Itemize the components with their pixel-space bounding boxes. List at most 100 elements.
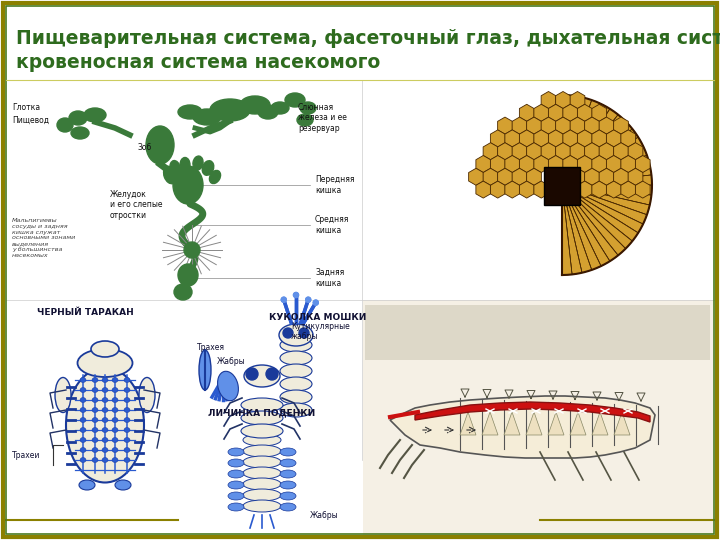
Ellipse shape — [174, 284, 192, 300]
Polygon shape — [541, 117, 556, 134]
Polygon shape — [572, 194, 632, 248]
Polygon shape — [490, 181, 505, 198]
Ellipse shape — [243, 500, 281, 512]
Polygon shape — [498, 143, 513, 160]
Ellipse shape — [92, 417, 98, 422]
Polygon shape — [570, 109, 618, 174]
Polygon shape — [519, 104, 534, 122]
Ellipse shape — [102, 408, 108, 413]
Ellipse shape — [280, 351, 312, 365]
Ellipse shape — [271, 102, 289, 114]
Polygon shape — [575, 146, 647, 180]
Polygon shape — [549, 104, 563, 122]
Polygon shape — [512, 168, 527, 185]
Ellipse shape — [280, 481, 296, 489]
Ellipse shape — [243, 434, 281, 446]
Polygon shape — [568, 197, 610, 266]
Ellipse shape — [280, 403, 312, 417]
Ellipse shape — [112, 397, 118, 402]
Ellipse shape — [57, 118, 73, 132]
Circle shape — [184, 242, 200, 258]
Ellipse shape — [80, 448, 86, 453]
Ellipse shape — [193, 109, 221, 125]
Bar — [365, 305, 710, 360]
Ellipse shape — [228, 492, 244, 500]
Ellipse shape — [280, 377, 312, 391]
Ellipse shape — [178, 264, 198, 286]
Text: Трахея: Трахея — [197, 343, 225, 353]
Ellipse shape — [55, 377, 71, 413]
Circle shape — [266, 368, 278, 380]
Polygon shape — [565, 97, 592, 172]
Ellipse shape — [297, 114, 313, 126]
Text: Жабры: Жабры — [217, 357, 246, 367]
Ellipse shape — [102, 428, 108, 433]
Polygon shape — [577, 104, 592, 122]
Polygon shape — [519, 130, 534, 147]
Polygon shape — [563, 104, 577, 122]
Ellipse shape — [258, 105, 278, 119]
Text: Средняя
кишка: Средняя кишка — [315, 215, 349, 235]
Polygon shape — [577, 130, 592, 147]
Ellipse shape — [199, 350, 211, 390]
Ellipse shape — [228, 459, 244, 467]
Polygon shape — [483, 168, 498, 185]
Polygon shape — [549, 156, 563, 172]
Ellipse shape — [124, 457, 130, 462]
Circle shape — [294, 293, 299, 298]
Ellipse shape — [112, 428, 118, 433]
Polygon shape — [576, 165, 652, 184]
Polygon shape — [592, 130, 607, 147]
Polygon shape — [563, 156, 577, 172]
Ellipse shape — [170, 160, 180, 176]
Polygon shape — [599, 117, 614, 134]
Circle shape — [282, 297, 287, 302]
Ellipse shape — [124, 437, 130, 442]
Polygon shape — [576, 185, 652, 195]
Ellipse shape — [280, 492, 296, 500]
Ellipse shape — [66, 368, 144, 483]
Polygon shape — [613, 168, 629, 185]
Ellipse shape — [243, 478, 281, 490]
Polygon shape — [570, 91, 585, 109]
Polygon shape — [490, 130, 505, 147]
Circle shape — [299, 328, 309, 338]
Ellipse shape — [280, 459, 296, 467]
Polygon shape — [390, 396, 655, 458]
Ellipse shape — [280, 390, 312, 404]
Ellipse shape — [84, 108, 106, 122]
Ellipse shape — [241, 398, 283, 412]
Polygon shape — [567, 198, 601, 270]
Text: КУКОЛКА МОШКИ: КУКОЛКА МОШКИ — [269, 313, 366, 322]
Ellipse shape — [279, 324, 313, 346]
Ellipse shape — [163, 166, 176, 184]
Ellipse shape — [280, 448, 296, 456]
Ellipse shape — [228, 448, 244, 456]
Text: Передняя
кишка: Передняя кишка — [315, 176, 354, 195]
Text: ЧЕРНЫЙ ТАРАКАН: ЧЕРНЫЙ ТАРАКАН — [37, 308, 133, 317]
Ellipse shape — [241, 424, 283, 438]
Ellipse shape — [280, 338, 312, 352]
Bar — [544, 167, 580, 205]
Polygon shape — [621, 181, 636, 198]
Polygon shape — [570, 143, 585, 160]
Ellipse shape — [193, 156, 203, 170]
Ellipse shape — [92, 397, 98, 402]
Ellipse shape — [244, 365, 280, 387]
Polygon shape — [534, 156, 549, 172]
Ellipse shape — [180, 158, 190, 172]
Polygon shape — [526, 117, 541, 134]
Circle shape — [306, 297, 311, 302]
Text: Мальпигиевы
сосуды и задняя
кишка служат
основными зонами
выделения
у большинств: Мальпигиевы сосуды и задняя кишка служат… — [12, 218, 76, 258]
Text: кровеносная система насекомого: кровеносная система насекомого — [16, 52, 380, 71]
Polygon shape — [573, 192, 638, 241]
Polygon shape — [575, 190, 647, 224]
Polygon shape — [534, 104, 549, 122]
Circle shape — [294, 293, 299, 298]
Polygon shape — [592, 104, 607, 122]
Polygon shape — [575, 156, 649, 182]
Polygon shape — [571, 114, 626, 175]
Ellipse shape — [69, 111, 87, 125]
Text: Пищевод: Пищевод — [12, 116, 49, 125]
Ellipse shape — [80, 388, 86, 393]
